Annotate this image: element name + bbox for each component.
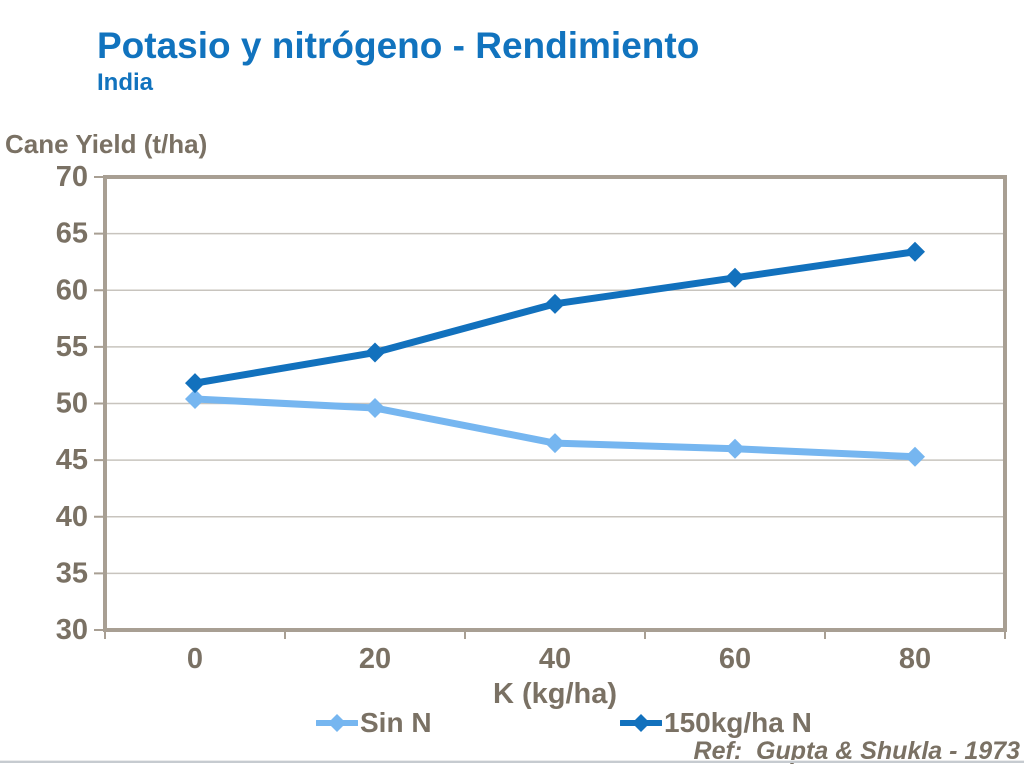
slide-title: Potasio y nitrógeno - Rendimiento	[97, 25, 700, 66]
data-point-marker	[725, 267, 745, 288]
data-point-marker	[545, 293, 565, 314]
x-tick-label: 0	[187, 643, 203, 675]
x-tick-label: 40	[539, 643, 571, 675]
data-point-marker	[905, 446, 925, 467]
bottom-divider	[0, 760, 1024, 763]
data-point-marker	[365, 342, 385, 363]
y-tick-label: 70	[56, 161, 88, 193]
x-axis-title: K (kg/ha)	[492, 678, 618, 710]
slide-subtitle: India	[97, 69, 154, 96]
x-tick-label: 80	[899, 643, 931, 675]
y-tick-label: 50	[56, 388, 88, 420]
data-point-marker	[365, 398, 385, 419]
data-point-marker	[185, 388, 205, 409]
y-tick-label: 30	[56, 614, 88, 646]
y-tick-label: 60	[56, 274, 88, 306]
legend-item-150kg: 150kg/ha N	[620, 706, 812, 740]
data-point-marker	[545, 433, 565, 454]
data-point-marker	[905, 241, 925, 262]
legend-label-150kg: 150kg/ha N	[664, 707, 812, 738]
legend-label-sin-n: Sin N	[360, 707, 432, 738]
y-tick-label: 55	[56, 331, 88, 363]
x-tick-label: 20	[359, 643, 391, 675]
data-point-marker	[725, 438, 745, 459]
legend-marker-150kg-icon	[620, 714, 662, 732]
data-point-marker	[185, 373, 205, 394]
chart-legend: Sin N 150kg/ha N	[0, 706, 1024, 740]
y-tick-label: 40	[56, 501, 88, 533]
y-tick-label: 45	[56, 444, 88, 476]
legend-item-sin-n: Sin N	[316, 706, 432, 740]
plot-border	[103, 175, 1007, 632]
y-tick-label: 65	[56, 218, 88, 250]
x-tick-label: 60	[719, 643, 751, 675]
y-axis-title: Cane Yield (t/ha)	[5, 129, 208, 159]
y-tick-label: 35	[56, 557, 88, 589]
legend-marker-sin-n-icon	[316, 714, 358, 732]
series-line-150kg-ha-n	[191, 248, 919, 387]
